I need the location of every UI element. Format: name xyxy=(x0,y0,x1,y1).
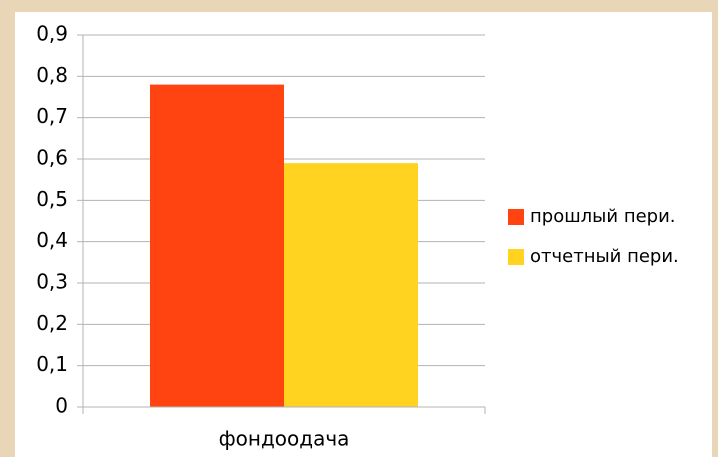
y-tick-label: 0,4 xyxy=(36,228,68,252)
legend-text: прошлый пери. xyxy=(530,206,676,227)
y-tick-label: 0,9 xyxy=(36,22,68,46)
legend-text: отчетный пери. xyxy=(530,246,679,267)
x-tick-label: фондоодача xyxy=(219,427,350,451)
y-tick-label: 0 xyxy=(55,394,68,418)
y-tick-label: 0,7 xyxy=(36,104,68,128)
y-tick-label: 0,3 xyxy=(36,270,68,294)
y-tick-label: 0,2 xyxy=(36,311,68,335)
bar xyxy=(284,163,418,407)
legend-swatch xyxy=(508,249,524,265)
legend-swatch xyxy=(508,209,524,225)
y-tick-label: 0,8 xyxy=(36,63,68,87)
y-tick-label: 0,5 xyxy=(36,187,68,211)
y-tick-label: 0,6 xyxy=(36,146,68,170)
bar xyxy=(150,84,284,407)
y-tick-label: 0,1 xyxy=(36,352,68,376)
